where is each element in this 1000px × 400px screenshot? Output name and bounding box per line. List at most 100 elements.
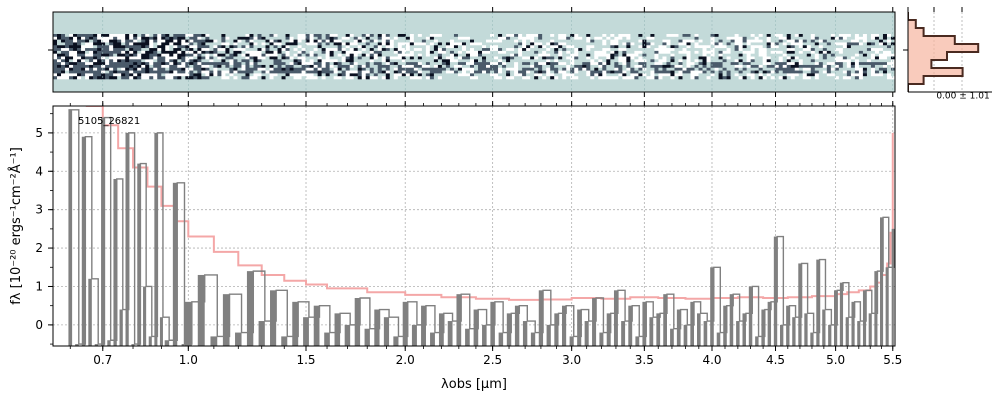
heatmap-cell — [221, 56, 226, 60]
heatmap-cell — [441, 45, 447, 49]
heatmap-cell — [265, 39, 270, 43]
heatmap-cell — [662, 34, 667, 38]
heatmap-cell — [441, 36, 447, 40]
heatmap-cell — [389, 64, 395, 69]
heatmap-cell — [373, 39, 379, 43]
heatmap-cell — [826, 56, 832, 60]
heatmap-cell — [722, 56, 727, 60]
heatmap-cell — [642, 45, 647, 49]
heatmap-cell — [494, 48, 499, 52]
heatmap-cell — [329, 53, 334, 57]
heatmap-cell — [397, 62, 403, 66]
heatmap-cell — [413, 62, 419, 66]
heatmap-cell — [762, 53, 767, 57]
heatmap-cell — [646, 67, 651, 71]
heatmap-cell — [842, 59, 848, 63]
heatmap-cell — [61, 56, 66, 60]
heatmap-cell — [213, 48, 218, 52]
heatmap-cell — [401, 36, 407, 40]
heatmap-cell — [361, 73, 367, 77]
heatmap-cell — [405, 64, 411, 69]
heatmap-cell — [425, 70, 431, 74]
heatmap-cell — [361, 39, 367, 43]
heatmap-cell — [510, 59, 515, 63]
heatmap-cell — [245, 73, 250, 77]
heatmap-cell — [413, 64, 419, 69]
heatmap-cell — [782, 59, 788, 63]
heatmap-cell — [437, 56, 443, 60]
heatmap-cell — [610, 36, 615, 40]
heatmap-cell — [325, 67, 330, 71]
heatmap-cell — [782, 73, 788, 77]
heatmap-cell — [97, 48, 102, 52]
heatmap-cell — [205, 62, 210, 66]
heatmap-cell — [73, 56, 78, 60]
heatmap-cell — [69, 39, 74, 43]
heatmap-cell — [594, 42, 599, 46]
heatmap-cell — [826, 50, 832, 54]
heatmap-cell — [602, 50, 607, 54]
heatmap-cell — [510, 50, 515, 54]
heatmap-cell — [357, 36, 363, 40]
heatmap-cell — [433, 70, 439, 74]
heatmap-cell — [734, 76, 739, 80]
heatmap-cell — [534, 64, 539, 69]
heatmap-cell — [794, 34, 800, 38]
heatmap-cell — [381, 70, 387, 74]
heatmap-cell — [189, 62, 194, 66]
heatmap-cell — [834, 70, 840, 74]
heatmap-cell — [630, 76, 635, 80]
heatmap-cell — [345, 42, 351, 46]
heatmap-cell — [385, 73, 391, 77]
heatmap-cell — [357, 39, 363, 43]
heatmap-cell — [590, 48, 595, 52]
heatmap-cell — [778, 67, 784, 71]
heatmap-cell — [794, 50, 800, 54]
heatmap-cell — [77, 73, 82, 77]
heatmap-cell — [834, 64, 840, 69]
heatmap-cell — [393, 76, 399, 80]
heatmap-cell — [538, 39, 543, 43]
x-tick-label: 3.5 — [635, 353, 654, 367]
heatmap-cell — [878, 36, 884, 40]
heatmap-cell — [217, 45, 222, 49]
heatmap-cell — [397, 34, 403, 38]
heatmap-cell — [101, 53, 106, 57]
heatmap-cell — [273, 76, 278, 80]
heatmap-cell — [566, 39, 571, 43]
heatmap-cell — [502, 64, 507, 69]
heatmap-cell — [474, 73, 479, 77]
heatmap-cell — [461, 62, 467, 66]
heatmap-cell — [602, 39, 607, 43]
heatmap-cell — [437, 70, 443, 74]
heatmap-cell — [405, 50, 411, 54]
heatmap-cell — [373, 36, 379, 40]
heatmap-cell — [137, 56, 142, 60]
heatmap-cell — [333, 53, 338, 57]
heatmap-cell — [117, 53, 122, 57]
heatmap-cell — [337, 70, 342, 74]
heatmap-cell — [710, 62, 715, 66]
heatmap-cell — [478, 59, 483, 63]
heatmap-cell — [109, 50, 114, 54]
heatmap-cell — [113, 62, 118, 66]
heatmap-cell — [774, 50, 780, 54]
heatmap-cell — [650, 53, 655, 57]
heatmap-cell — [650, 64, 655, 69]
heatmap-cell — [469, 59, 475, 63]
heatmap-cell — [722, 70, 727, 74]
heatmap-cell — [317, 42, 322, 46]
heatmap-cell — [722, 73, 727, 77]
flux-bar — [845, 317, 849, 346]
heatmap-cell — [201, 42, 206, 46]
heatmap-cell — [369, 67, 375, 71]
heatmap-cell — [305, 36, 310, 40]
y-tick-label: 0 — [35, 318, 43, 332]
heatmap-cell — [173, 36, 178, 40]
heatmap-cell — [97, 34, 102, 38]
heatmap-cell — [826, 64, 832, 69]
heatmap-cell — [706, 45, 711, 49]
heatmap-cell — [658, 67, 663, 71]
heatmap-cell — [393, 56, 399, 60]
heatmap-cell — [441, 67, 447, 71]
